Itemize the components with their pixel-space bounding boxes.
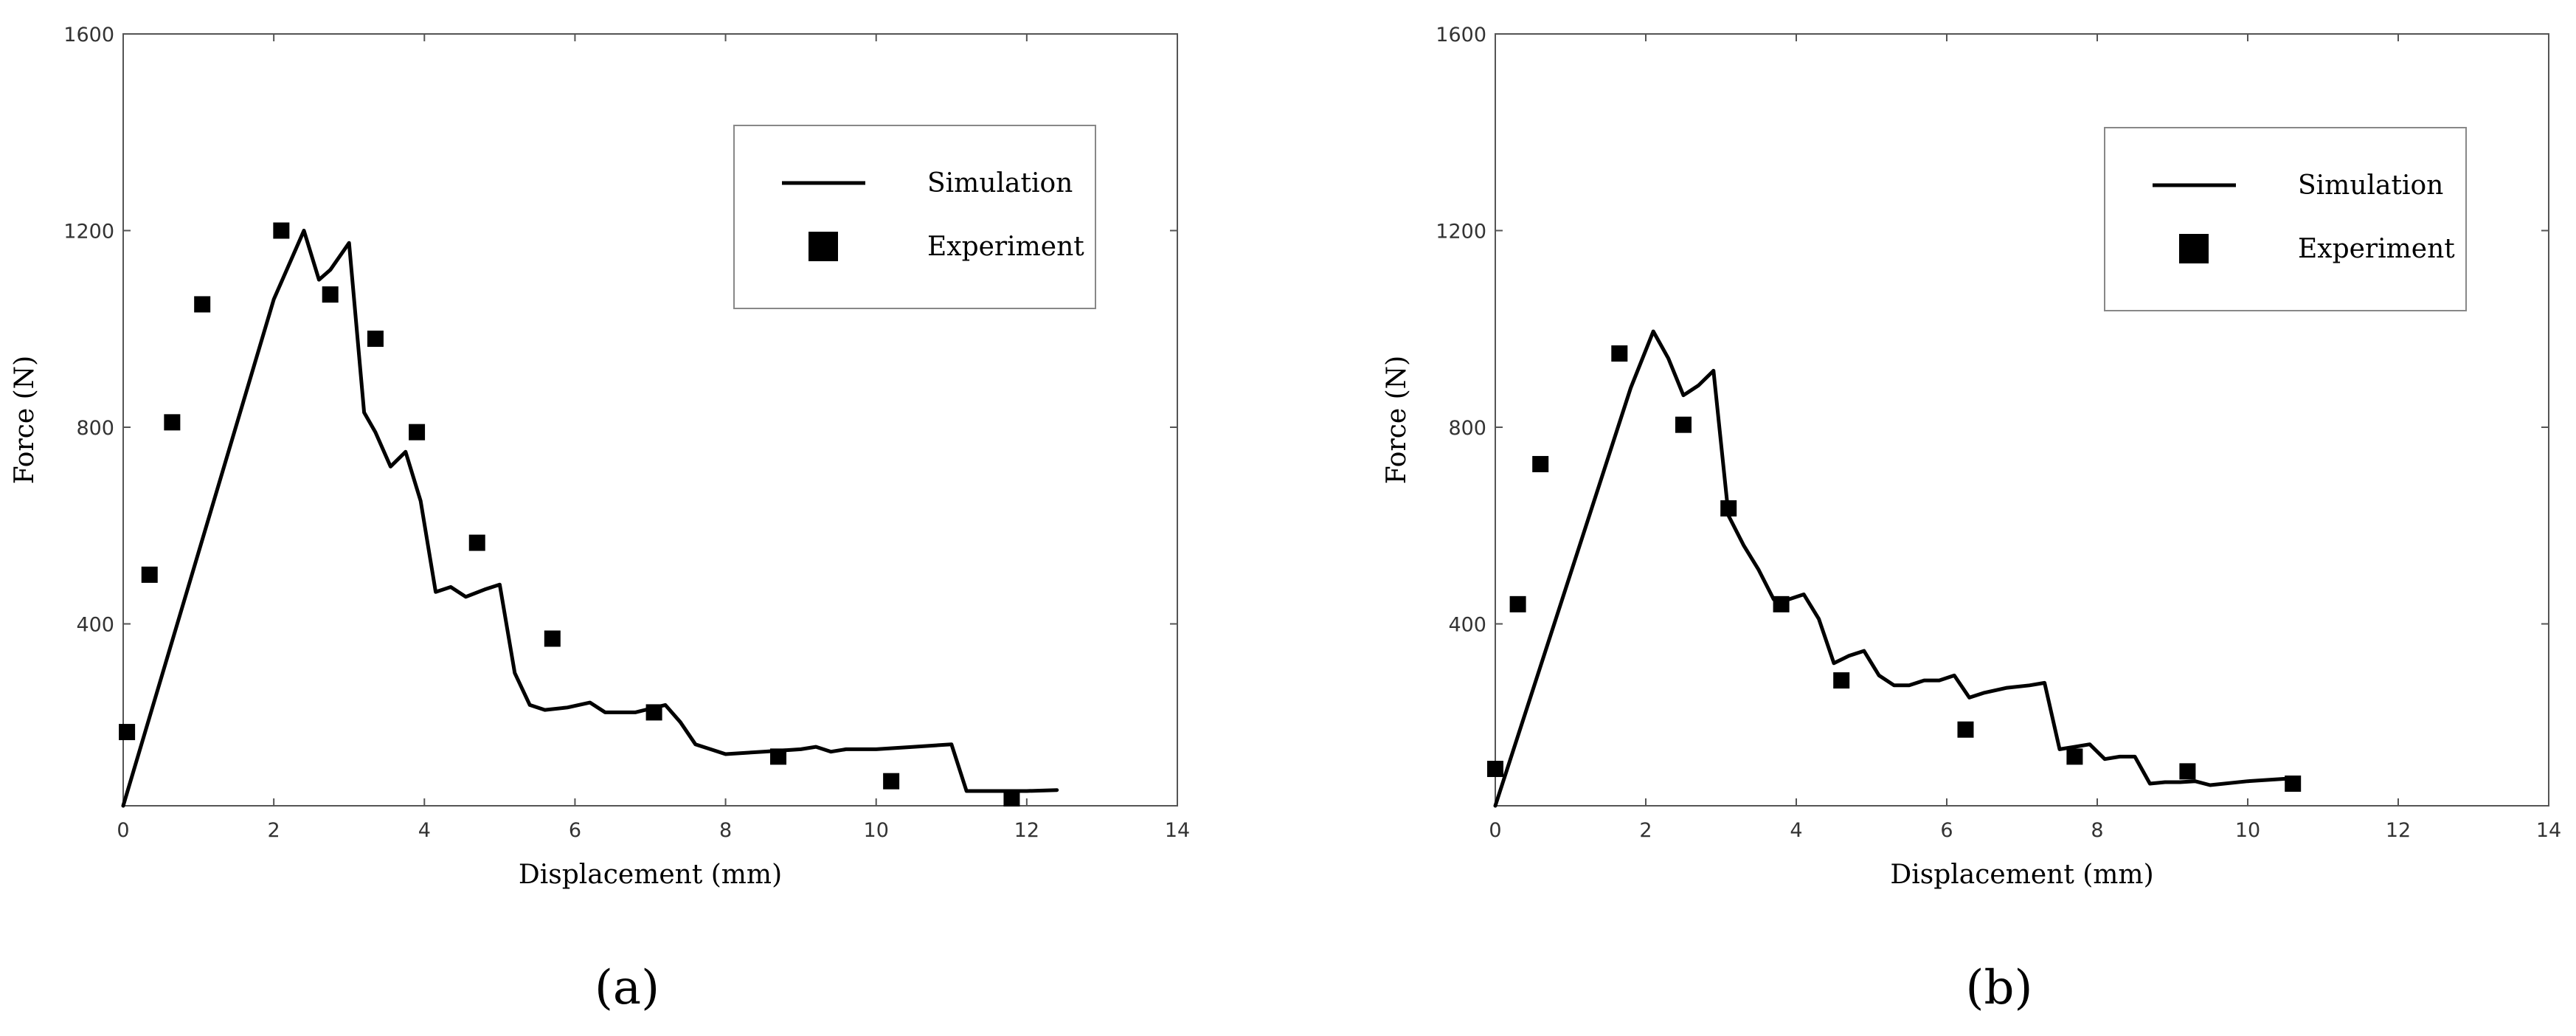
simulation-line	[121, 229, 1059, 808]
x-tick-label: 14	[1165, 819, 1190, 842]
x-tick-label: 10	[864, 819, 889, 842]
experiment-point	[1773, 595, 1790, 612]
x-tick-label: 0	[117, 819, 129, 842]
legend-entry-simulation: Simulation	[927, 168, 1073, 198]
x-axis-title: Displacement (mm)	[519, 860, 782, 890]
legend-box	[2104, 127, 2467, 311]
legend-marker-swatch	[2179, 234, 2209, 263]
experiment-point	[141, 566, 158, 583]
experiment-point	[409, 424, 426, 441]
experiment-point	[1509, 595, 1526, 612]
y-axis-title: Force (N)	[10, 356, 40, 484]
x-tick-label: 6	[569, 819, 581, 842]
y-tick-label: 1200	[63, 220, 114, 243]
experiment-point	[2285, 776, 2302, 792]
experiment-point	[322, 286, 339, 303]
experiment-point	[770, 748, 787, 765]
experiment-point	[1487, 761, 1503, 778]
y-tick-label: 400	[1448, 613, 1486, 636]
x-tick-label: 6	[1940, 819, 1953, 842]
experiment-point	[1003, 790, 1020, 807]
x-tick-label: 8	[2091, 819, 2103, 842]
x-tick-label: 8	[719, 819, 732, 842]
y-tick-label: 1200	[1436, 220, 1486, 243]
experiment-point	[1957, 721, 1974, 738]
experiment-point	[1720, 500, 1737, 517]
panel-label: (b)	[1966, 961, 2033, 1015]
chart-panel-b: 0 2 4 6 8 10 12 14 400 800 1200 1600 Displacement (m…	[1382, 24, 2561, 1015]
legend-entry-experiment: Experiment	[927, 232, 1084, 262]
x-tick-label: 14	[2536, 819, 2561, 842]
legend: Simulation Experiment	[733, 125, 1096, 309]
y-tick-label: 800	[1448, 417, 1486, 440]
x-tick-label: 2	[1639, 819, 1652, 842]
x-tick-label: 12	[2386, 819, 2411, 842]
y-tick-label: 1600	[1436, 24, 1486, 46]
experiment-point	[2179, 763, 2196, 780]
legend-entry-simulation: Simulation	[2298, 170, 2443, 201]
experiment-point	[544, 630, 561, 647]
experiment-point	[194, 296, 211, 313]
x-tick-label: 0	[1489, 819, 1501, 842]
experiment-point	[273, 222, 290, 239]
x-tick-label: 2	[268, 819, 280, 842]
experiment-point	[164, 414, 181, 431]
x-tick-label: 12	[1014, 819, 1039, 842]
y-tick-label: 1600	[63, 24, 114, 46]
experiment-point	[468, 534, 485, 551]
experiment-point	[1833, 672, 1850, 689]
y-axis-title: Force (N)	[1382, 356, 1412, 484]
legend-marker-swatch	[809, 232, 838, 261]
plot-frame	[1495, 33, 2549, 807]
experiment-point	[1532, 455, 1549, 472]
x-tick-label: 4	[1790, 819, 1802, 842]
legend-entry-experiment: Experiment	[2298, 234, 2455, 264]
legend-box	[733, 125, 1096, 309]
experiment-point	[1675, 416, 1692, 433]
panel-label: (a)	[595, 961, 659, 1015]
x-tick-label: 4	[418, 819, 431, 842]
plot-frame	[122, 33, 1178, 807]
experiment-point	[367, 331, 384, 348]
x-tick-label: 10	[2235, 819, 2260, 842]
x-axis-title: Displacement (mm)	[1890, 860, 2153, 890]
experiment-point	[2066, 748, 2083, 765]
legend: Simulation Experiment	[2104, 127, 2467, 311]
chart-panel-a: 0 2 4 6 8 10 12 14 400 800 1200 1600 Displacement (m…	[10, 24, 1190, 1015]
y-tick-label: 400	[76, 613, 114, 636]
y-tick-label: 800	[76, 417, 114, 440]
experiment-point	[1611, 345, 1628, 362]
simulation-line	[1493, 329, 2288, 808]
experiment-point	[119, 724, 136, 741]
experiment-point	[883, 773, 900, 790]
experiment-point	[645, 704, 662, 721]
